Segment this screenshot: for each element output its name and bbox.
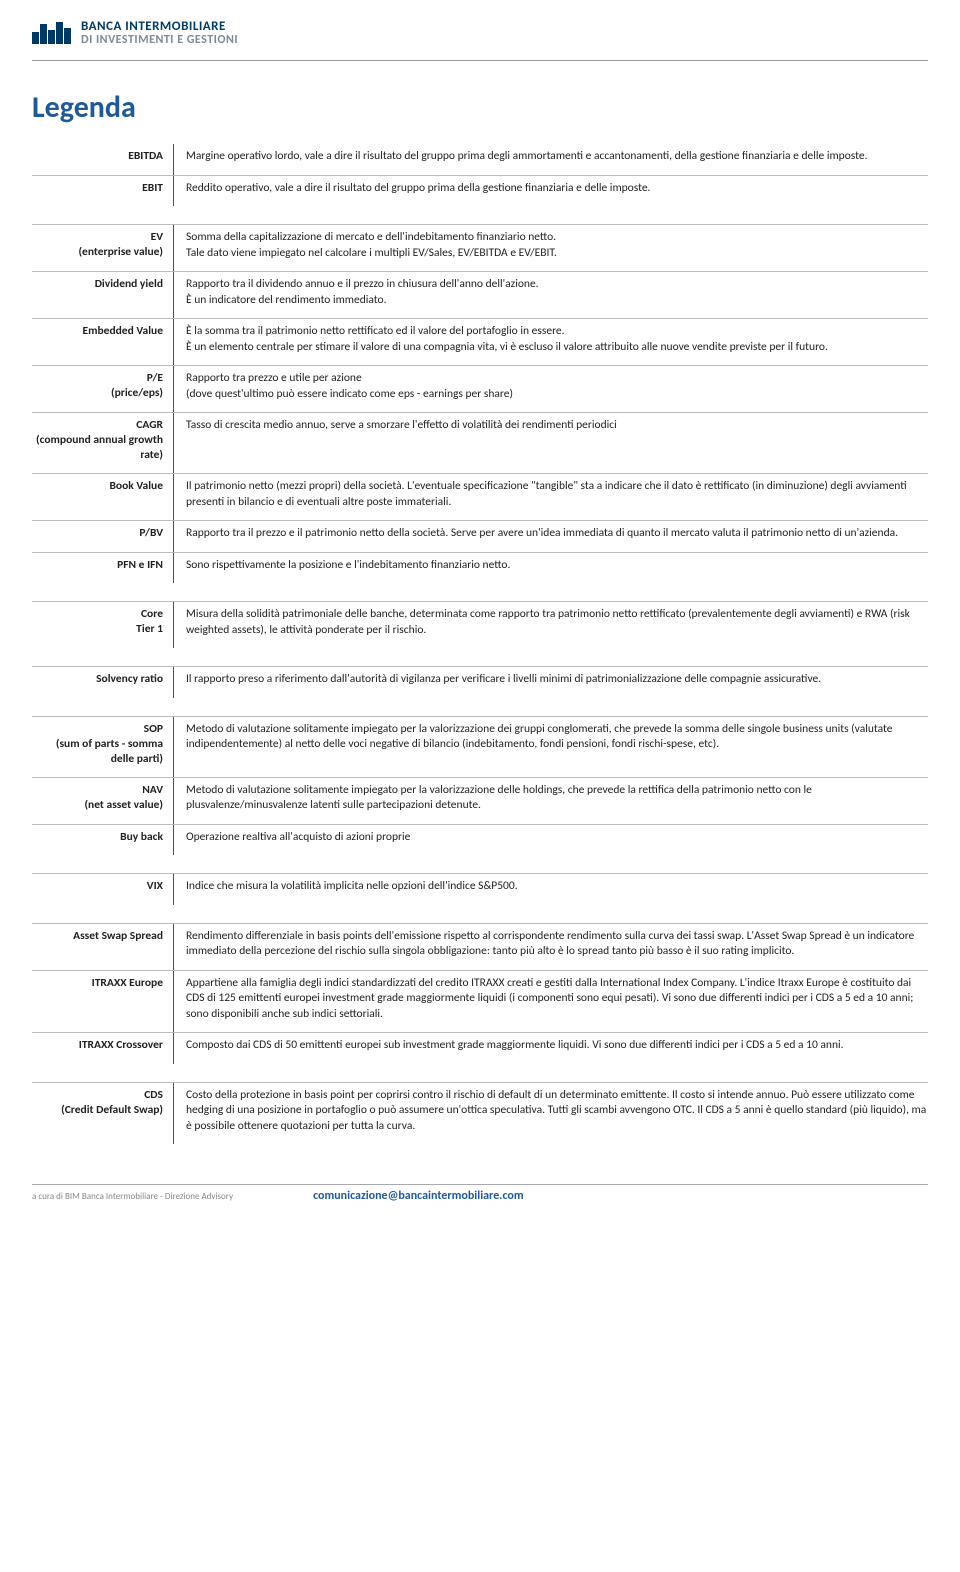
term-group: VIXIndice che misura la volatilità impli… <box>32 873 928 905</box>
term-definition: Margine operativo lordo, vale a dire il … <box>174 144 928 175</box>
footer-email: comunicazione@bancaintermobiliare.com <box>313 1189 524 1203</box>
term-label: ITRAXX Europe <box>32 971 174 1033</box>
term-label: Buy back <box>32 825 174 856</box>
term-group: EV (enterprise value)Somma della capital… <box>32 224 928 583</box>
term-label: VIX <box>32 874 174 905</box>
term-group: SOP (sum of parts - somma delle parti)Me… <box>32 716 928 855</box>
term-row: ITRAXX CrossoverComposto dai CDS di 50 e… <box>32 1032 928 1064</box>
term-definition: È la somma tra il patrimonio netto retti… <box>174 319 928 365</box>
term-definition: Rapporto tra il prezzo e il patrimonio n… <box>174 521 928 552</box>
logo-mark <box>32 22 71 44</box>
term-row: P/BVRapporto tra il prezzo e il patrimon… <box>32 520 928 552</box>
term-label: CDS (Credit Default Swap) <box>32 1083 174 1145</box>
term-label: NAV (net asset value) <box>32 778 174 824</box>
logo-text: BANCA INTERMOBILIARE DI INVESTIMENTI E G… <box>81 20 238 46</box>
term-definition: Metodo di valutazione solitamente impieg… <box>174 778 928 824</box>
term-row: Solvency ratioIl rapporto preso a riferi… <box>32 666 928 698</box>
term-row: P/E (price/eps)Rapporto tra prezzo e uti… <box>32 365 928 412</box>
term-group: CDS (Credit Default Swap)Costo della pro… <box>32 1082 928 1145</box>
term-label: Embedded Value <box>32 319 174 365</box>
term-definition: Sono rispettivamente la posizione e l'in… <box>174 553 928 584</box>
term-label: PFN e IFN <box>32 553 174 584</box>
term-row: CAGR (compound annual growth rate)Tasso … <box>32 412 928 473</box>
page-title: Legenda <box>32 89 928 126</box>
term-label: Core Tier 1 <box>32 602 174 648</box>
term-row: PFN e IFNSono rispettivamente la posizio… <box>32 552 928 584</box>
term-definition: Operazione realtiva all'acquisto di azio… <box>174 825 928 856</box>
term-row: EBITReddito operativo, vale a dire il ri… <box>32 175 928 207</box>
term-row: Buy backOperazione realtiva all'acquisto… <box>32 824 928 856</box>
term-definition: Rapporto tra prezzo e utile per azione (… <box>174 366 928 412</box>
term-row: Book ValueIl patrimonio netto (mezzi pro… <box>32 473 928 520</box>
term-definition: Costo della protezione in basis point pe… <box>174 1083 928 1145</box>
term-row: Core Tier 1Misura della solidità patrimo… <box>32 601 928 648</box>
term-group: EBITDAMargine operativo lordo, vale a di… <box>32 144 928 206</box>
term-definition: Metodo di valutazione solitamente impieg… <box>174 717 928 777</box>
term-definition: Rendimento differenziale in basis points… <box>174 924 928 970</box>
terms-container: EBITDAMargine operativo lordo, vale a di… <box>32 144 928 1144</box>
brand-line1: BANCA INTERMOBILIARE <box>81 20 238 34</box>
term-label: EV (enterprise value) <box>32 225 174 271</box>
footer-credit: a cura di BIM Banca Intermobiliare - Dir… <box>32 1191 233 1202</box>
term-row: Asset Swap SpreadRendimento differenzial… <box>32 923 928 970</box>
term-label: EBIT <box>32 176 174 207</box>
term-row: NAV (net asset value)Metodo di valutazio… <box>32 777 928 824</box>
term-label: P/BV <box>32 521 174 552</box>
term-label: Book Value <box>32 474 174 520</box>
term-label: ITRAXX Crossover <box>32 1033 174 1064</box>
term-label: CAGR (compound annual growth rate) <box>32 413 174 473</box>
term-definition: Misura della solidità patrimoniale delle… <box>174 602 928 648</box>
term-row: Dividend yieldRapporto tra il dividendo … <box>32 271 928 318</box>
term-label: Asset Swap Spread <box>32 924 174 970</box>
term-row: CDS (Credit Default Swap)Costo della pro… <box>32 1082 928 1145</box>
term-definition: Indice che misura la volatilità implicit… <box>174 874 928 905</box>
term-definition: Somma della capitalizzazione di mercato … <box>174 225 928 271</box>
term-definition: Composto dai CDS di 50 emittenti europei… <box>174 1033 928 1064</box>
term-row: ITRAXX EuropeAppartiene alla famiglia de… <box>32 970 928 1033</box>
term-row: VIXIndice che misura la volatilità impli… <box>32 873 928 905</box>
term-group: Core Tier 1Misura della solidità patrimo… <box>32 601 928 648</box>
page-header: BANCA INTERMOBILIARE DI INVESTIMENTI E G… <box>32 20 928 61</box>
term-definition: Il patrimonio netto (mezzi propri) della… <box>174 474 928 520</box>
term-definition: Tasso di crescita medio annuo, serve a s… <box>174 413 928 473</box>
term-definition: Rapporto tra il dividendo annuo e il pre… <box>174 272 928 318</box>
term-row: EV (enterprise value)Somma della capital… <box>32 224 928 271</box>
term-definition: Reddito operativo, vale a dire il risult… <box>174 176 928 207</box>
term-row: EBITDAMargine operativo lordo, vale a di… <box>32 144 928 175</box>
term-definition: Appartiene alla famiglia degli indici st… <box>174 971 928 1033</box>
term-group: Asset Swap SpreadRendimento differenzial… <box>32 923 928 1064</box>
term-label: EBITDA <box>32 144 174 175</box>
page-footer: a cura di BIM Banca Intermobiliare - Dir… <box>32 1184 928 1203</box>
term-label: SOP (sum of parts - somma delle parti) <box>32 717 174 777</box>
term-label: Solvency ratio <box>32 667 174 698</box>
term-row: SOP (sum of parts - somma delle parti)Me… <box>32 716 928 777</box>
term-group: Solvency ratioIl rapporto preso a riferi… <box>32 666 928 698</box>
term-definition: Il rapporto preso a riferimento dall'aut… <box>174 667 928 698</box>
term-row: Embedded ValueÈ la somma tra il patrimon… <box>32 318 928 365</box>
brand-line2: DI INVESTIMENTI E GESTIONI <box>81 34 238 47</box>
term-label: Dividend yield <box>32 272 174 318</box>
term-label: P/E (price/eps) <box>32 366 174 412</box>
